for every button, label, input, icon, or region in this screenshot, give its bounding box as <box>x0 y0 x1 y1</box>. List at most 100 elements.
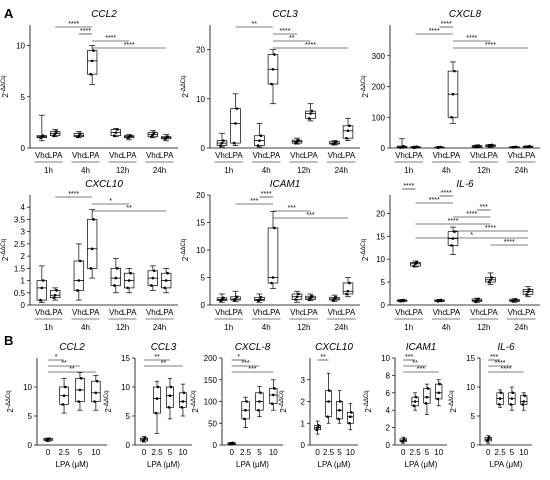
y-axis-label: 2-ΔΔCq <box>191 390 200 412</box>
data-point <box>349 411 353 414</box>
x-tick-label: 2.5 <box>151 448 163 457</box>
data-point <box>41 279 45 282</box>
y-tick-label: 15 <box>466 354 475 363</box>
group-label: Vhc <box>215 308 229 317</box>
data-point <box>155 397 159 400</box>
chart-title: ICAM1 <box>406 342 437 353</box>
significance-bracket: **** <box>55 191 93 198</box>
significance-bracket: *** <box>235 198 273 205</box>
box-6 <box>147 265 158 291</box>
significance-bracket: **** <box>78 28 93 35</box>
significance-label: * <box>109 198 112 205</box>
significance-bracket: ** <box>144 354 170 361</box>
box-0 <box>140 435 148 443</box>
y-tick-label: 20 <box>196 46 205 55</box>
box-2 <box>423 383 431 415</box>
box-0 <box>36 265 47 303</box>
data-point <box>528 288 531 291</box>
data-point <box>180 406 184 409</box>
significance-bracket: **** <box>488 366 524 373</box>
y-tick-label: 200 <box>204 354 218 363</box>
group-label: Vhc <box>215 151 229 160</box>
chart-title: IL-6 <box>497 342 515 353</box>
y-tick-label: 3.5 <box>14 215 26 224</box>
chart-title: CCL2 <box>59 342 85 353</box>
box-4 <box>291 290 303 303</box>
data-point <box>164 279 168 282</box>
data-point <box>415 261 419 264</box>
data-point <box>450 115 453 119</box>
group-label: Vhc <box>253 151 267 160</box>
x-axis-label: LPA (μM) <box>56 460 89 469</box>
significance-label: **** <box>105 35 116 42</box>
data-point <box>90 59 94 63</box>
data-point <box>334 140 338 143</box>
box-6 <box>509 145 520 149</box>
data-point <box>78 259 82 263</box>
group-label: LPA <box>521 308 536 317</box>
chart-title: ICAM1 <box>270 179 301 190</box>
box-iqr <box>342 282 354 295</box>
x-axis-label: LPA (μM) <box>236 460 269 469</box>
data-point <box>182 391 186 395</box>
significance-label: *** <box>241 360 249 367</box>
significance-label: ** <box>252 21 258 28</box>
box-0 <box>314 420 321 435</box>
box-iqr <box>179 392 187 408</box>
data-point <box>244 408 247 412</box>
chart-title: CXCL10 <box>85 179 123 190</box>
box-3 <box>91 375 101 411</box>
significance-label: **** <box>68 21 79 28</box>
time-label: 24h <box>153 166 166 175</box>
box-6 <box>509 298 520 303</box>
time-label: 1h <box>224 323 233 332</box>
significance-bracket: ** <box>403 360 427 367</box>
data-point <box>487 280 491 284</box>
significance-bracket: **** <box>439 190 453 197</box>
significance-label: * <box>237 354 240 361</box>
y-tick-label: 0 <box>126 441 131 450</box>
data-point <box>498 397 502 400</box>
y-tick-label: 10 <box>23 383 32 392</box>
data-point <box>166 135 169 139</box>
y-tick-label: 15 <box>376 232 385 241</box>
y-tick-label: 0 <box>381 301 386 310</box>
y-axis-label: 2-ΔΔCq <box>1 75 10 97</box>
y-tick-label: 15 <box>196 219 205 228</box>
data-point <box>234 297 237 301</box>
time-label: 1h <box>404 323 413 332</box>
chart-title: CCL2 <box>91 9 117 20</box>
box-5 <box>123 134 135 141</box>
box-5 <box>485 143 496 148</box>
significance-label: ** <box>412 360 418 367</box>
data-point <box>55 130 58 133</box>
y-tick-label: 3 <box>21 228 26 237</box>
box-0 <box>216 132 228 148</box>
y-tick-label: 0 <box>381 144 386 153</box>
data-point <box>220 141 224 145</box>
group-label: LPA <box>446 151 461 160</box>
chart-title: CXCL-8 <box>235 342 271 353</box>
data-point <box>181 400 185 403</box>
x-axis-label: LPA (μM) <box>405 460 438 469</box>
group-label: Vhc <box>290 308 304 317</box>
significance-bracket: * <box>231 354 246 361</box>
box-1 <box>49 129 61 138</box>
y-tick-label: 0 <box>201 301 206 310</box>
time-label: 1h <box>404 166 413 175</box>
data-point <box>126 286 130 290</box>
data-point <box>346 129 350 133</box>
data-point <box>523 394 527 398</box>
x-tick-label: 10 <box>269 448 278 457</box>
data-point <box>477 297 480 301</box>
significance-label: **** <box>441 190 452 197</box>
data-point <box>62 394 66 398</box>
y-tick-label: 0.5 <box>14 289 26 298</box>
significance-label: ** <box>69 366 75 373</box>
